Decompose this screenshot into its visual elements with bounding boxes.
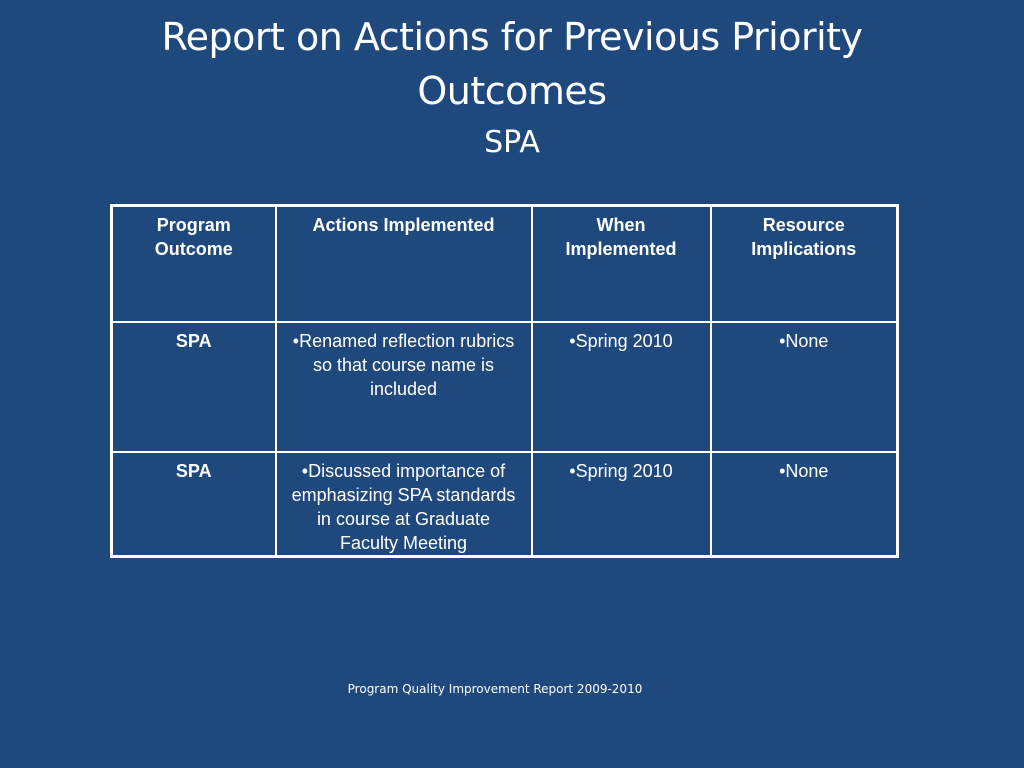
header-when-implemented: When Implemented xyxy=(530,204,712,323)
cell-actions-implemented: •Discussed importance of emphasizing SPA… xyxy=(274,451,533,558)
report-table: Program Outcome Actions Implemented When… xyxy=(110,204,899,558)
table-row: SPA •Renamed reflection rubrics so that … xyxy=(110,321,899,453)
slide-subtitle: SPA xyxy=(484,125,540,160)
slide-title-line-2: Outcomes xyxy=(417,69,607,113)
header-resource-implications: Resource Implications xyxy=(709,204,899,323)
cell-when-implemented: •Spring 2010 xyxy=(530,451,712,558)
slide-footer: Program Quality Improvement Report 2009-… xyxy=(347,682,643,696)
cell-actions-implemented: •Renamed reflection rubrics so that cour… xyxy=(274,321,533,453)
cell-resource-implications: •None xyxy=(709,451,899,558)
cell-program-outcome: SPA xyxy=(110,321,277,453)
cell-resource-implications: •None xyxy=(709,321,899,453)
table-row: SPA •Discussed importance of emphasizing… xyxy=(110,451,899,558)
header-program-outcome: Program Outcome xyxy=(110,204,277,323)
cell-program-outcome: SPA xyxy=(110,451,277,558)
header-actions-implemented: Actions Implemented xyxy=(274,204,533,323)
cell-when-implemented: •Spring 2010 xyxy=(530,321,712,453)
slide-title-block: Report on Actions for Previous Priority … xyxy=(0,10,1024,168)
table-header-row: Program Outcome Actions Implemented When… xyxy=(110,204,899,323)
slide-title-line-1: Report on Actions for Previous Priority xyxy=(161,15,863,59)
